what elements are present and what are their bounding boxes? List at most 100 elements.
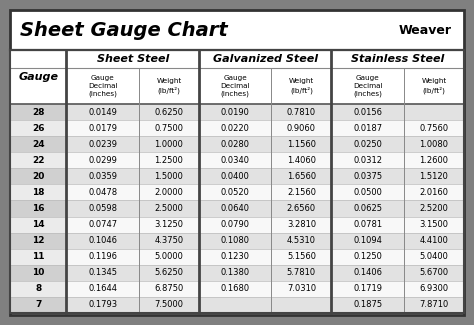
- FancyBboxPatch shape: [10, 152, 66, 168]
- Text: 0.1406: 0.1406: [353, 268, 382, 277]
- FancyBboxPatch shape: [10, 168, 66, 184]
- Text: 0.0250: 0.0250: [353, 140, 382, 149]
- Text: 8: 8: [35, 284, 41, 293]
- Text: 0.0598: 0.0598: [88, 204, 117, 213]
- Text: 12: 12: [32, 236, 45, 245]
- Text: 0.1080: 0.1080: [221, 236, 250, 245]
- Text: Galvanized Steel: Galvanized Steel: [213, 54, 318, 64]
- Text: Gauge
Decimal
(inches): Gauge Decimal (inches): [353, 75, 383, 97]
- Text: 5.0000: 5.0000: [155, 252, 183, 261]
- FancyBboxPatch shape: [10, 168, 464, 184]
- Text: 0.0340: 0.0340: [221, 156, 250, 165]
- Text: 0.1250: 0.1250: [353, 252, 382, 261]
- Text: 4.5310: 4.5310: [287, 236, 316, 245]
- Text: 3.2810: 3.2810: [287, 220, 316, 229]
- Text: 1.6560: 1.6560: [287, 172, 316, 181]
- FancyBboxPatch shape: [10, 136, 464, 152]
- FancyBboxPatch shape: [10, 10, 464, 315]
- Text: 7: 7: [35, 300, 41, 309]
- Text: 0.0500: 0.0500: [353, 188, 382, 197]
- Text: 16: 16: [32, 204, 45, 213]
- Text: 0.0239: 0.0239: [88, 140, 117, 149]
- Text: 1.1560: 1.1560: [287, 140, 316, 149]
- Text: Sheet Steel: Sheet Steel: [97, 54, 169, 64]
- Text: 0.1644: 0.1644: [88, 284, 117, 293]
- Text: 0.7810: 0.7810: [287, 108, 316, 117]
- FancyBboxPatch shape: [10, 104, 464, 120]
- Text: Weaver: Weaver: [399, 23, 452, 36]
- Text: 7.8710: 7.8710: [419, 300, 448, 309]
- FancyBboxPatch shape: [10, 297, 66, 313]
- Text: 0.0156: 0.0156: [353, 108, 382, 117]
- FancyBboxPatch shape: [10, 136, 66, 152]
- Text: 4.4100: 4.4100: [419, 236, 448, 245]
- Text: Weight
(lb/ft²): Weight (lb/ft²): [421, 78, 447, 94]
- FancyBboxPatch shape: [10, 104, 66, 120]
- FancyBboxPatch shape: [10, 265, 66, 281]
- FancyBboxPatch shape: [10, 184, 464, 201]
- Text: 1.0000: 1.0000: [155, 140, 183, 149]
- Text: Stainless Steel: Stainless Steel: [351, 54, 445, 64]
- Text: 22: 22: [32, 156, 45, 165]
- Text: 0.1046: 0.1046: [88, 236, 117, 245]
- Text: 0.0190: 0.0190: [221, 108, 250, 117]
- Text: 0.0781: 0.0781: [353, 220, 382, 229]
- Text: 0.0280: 0.0280: [221, 140, 250, 149]
- Text: 7.0310: 7.0310: [287, 284, 316, 293]
- Text: 0.7560: 0.7560: [419, 124, 448, 133]
- Text: 0.0220: 0.0220: [221, 124, 250, 133]
- Text: 1.2600: 1.2600: [419, 156, 448, 165]
- Text: 5.6700: 5.6700: [419, 268, 448, 277]
- FancyBboxPatch shape: [10, 265, 464, 281]
- FancyBboxPatch shape: [10, 201, 464, 216]
- FancyBboxPatch shape: [10, 249, 66, 265]
- Text: 0.7500: 0.7500: [155, 124, 183, 133]
- Text: 0.0625: 0.0625: [353, 204, 382, 213]
- Text: 3.1500: 3.1500: [419, 220, 448, 229]
- Text: Gauge: Gauge: [18, 72, 58, 82]
- Text: 5.1560: 5.1560: [287, 252, 316, 261]
- Text: 11: 11: [32, 252, 45, 261]
- Text: 2.5200: 2.5200: [419, 204, 448, 213]
- Text: 0.0312: 0.0312: [353, 156, 382, 165]
- FancyBboxPatch shape: [10, 216, 464, 233]
- Text: 0.1345: 0.1345: [88, 268, 117, 277]
- Text: 0.0375: 0.0375: [353, 172, 382, 181]
- Text: 1.4060: 1.4060: [287, 156, 316, 165]
- Text: 1.2500: 1.2500: [155, 156, 183, 165]
- Text: 0.1875: 0.1875: [353, 300, 382, 309]
- Text: 0.0520: 0.0520: [221, 188, 250, 197]
- Text: 5.7810: 5.7810: [287, 268, 316, 277]
- Text: 2.5000: 2.5000: [155, 204, 183, 213]
- Text: 0.1380: 0.1380: [220, 268, 250, 277]
- Text: 0.6250: 0.6250: [155, 108, 183, 117]
- FancyBboxPatch shape: [10, 184, 66, 201]
- Text: 0.1230: 0.1230: [221, 252, 250, 261]
- Text: 0.1094: 0.1094: [353, 236, 382, 245]
- Text: 0.1719: 0.1719: [353, 284, 382, 293]
- Text: 20: 20: [32, 172, 45, 181]
- Text: 18: 18: [32, 188, 45, 197]
- Text: 0.1680: 0.1680: [220, 284, 250, 293]
- Text: 0.0299: 0.0299: [88, 156, 117, 165]
- Text: Gauge
Decimal
(inches): Gauge Decimal (inches): [220, 75, 250, 97]
- FancyBboxPatch shape: [10, 249, 464, 265]
- Text: 0.0790: 0.0790: [221, 220, 250, 229]
- Text: 2.6560: 2.6560: [287, 204, 316, 213]
- Text: 28: 28: [32, 108, 45, 117]
- FancyBboxPatch shape: [10, 120, 464, 136]
- FancyBboxPatch shape: [10, 201, 66, 216]
- FancyBboxPatch shape: [10, 297, 464, 313]
- Text: 24: 24: [32, 140, 45, 149]
- Text: 1.0080: 1.0080: [419, 140, 448, 149]
- FancyBboxPatch shape: [10, 233, 464, 249]
- Text: 14: 14: [32, 220, 45, 229]
- FancyBboxPatch shape: [10, 216, 66, 233]
- FancyBboxPatch shape: [10, 281, 66, 297]
- Text: 0.0187: 0.0187: [353, 124, 382, 133]
- Text: 0.0640: 0.0640: [221, 204, 250, 213]
- FancyBboxPatch shape: [10, 50, 464, 104]
- FancyBboxPatch shape: [10, 281, 464, 297]
- Text: Weight
(lb/ft²): Weight (lb/ft²): [289, 78, 314, 94]
- Text: Weight
(lb/ft²): Weight (lb/ft²): [156, 78, 182, 94]
